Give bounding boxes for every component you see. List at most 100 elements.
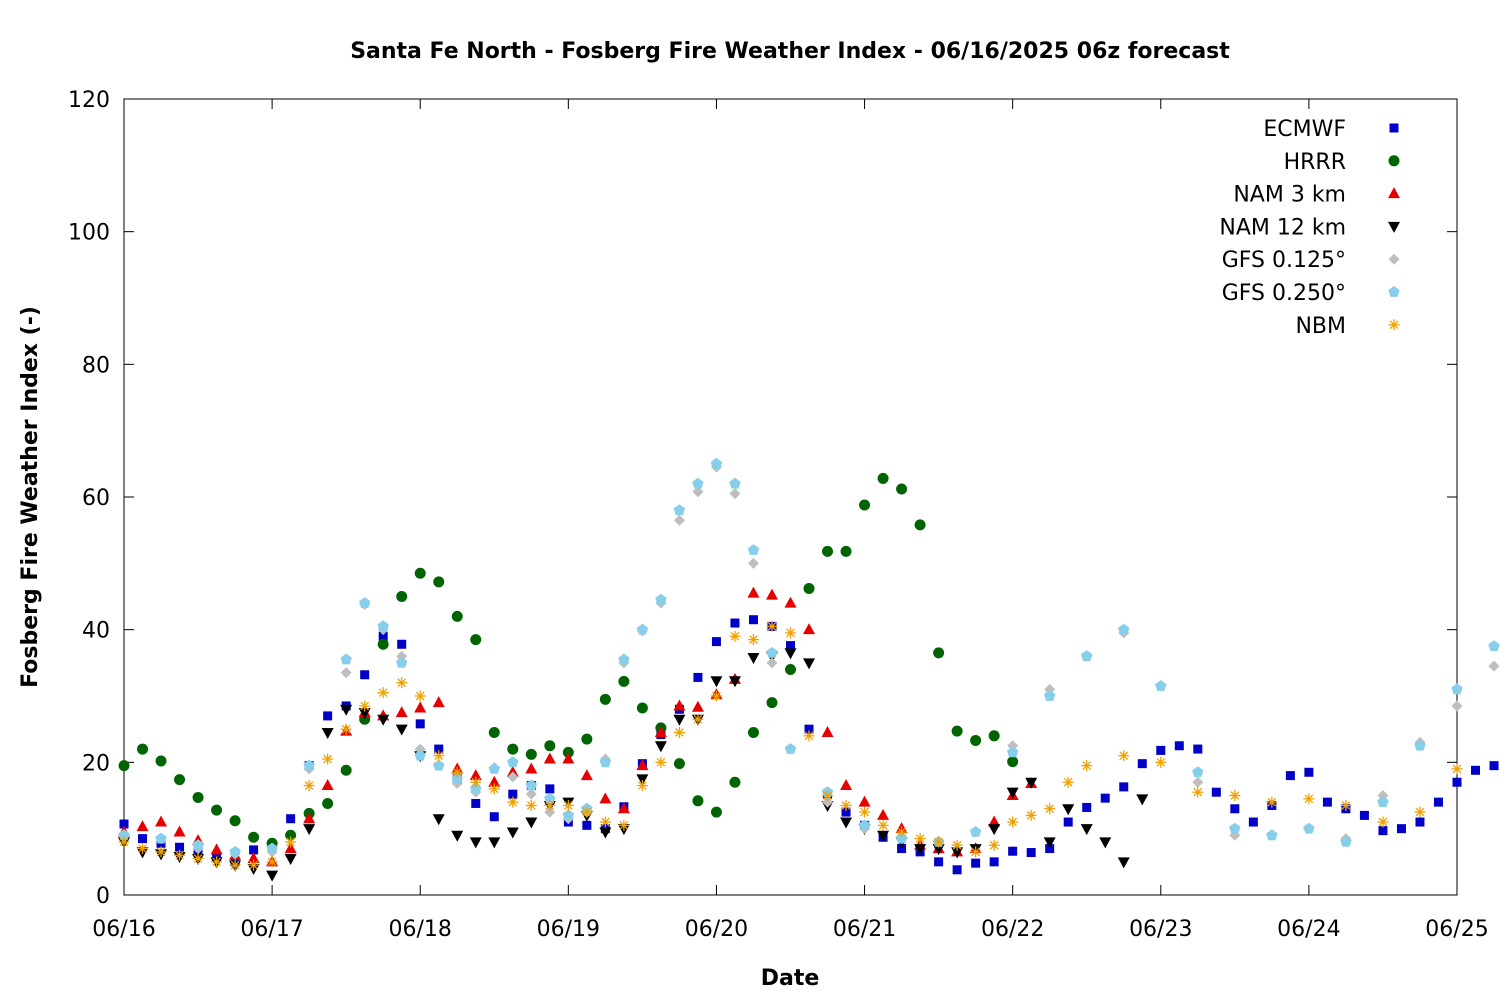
point-nam-12-km bbox=[525, 817, 538, 829]
point-ecmwf bbox=[508, 789, 518, 799]
point-gfs-0-125 bbox=[1192, 776, 1204, 788]
point-ecmwf bbox=[730, 618, 740, 628]
point-nam-12-km bbox=[599, 827, 612, 839]
point-nbm bbox=[433, 750, 445, 762]
point-gfs-0-250 bbox=[562, 809, 574, 821]
point-nbm bbox=[1155, 756, 1167, 768]
point-hrrr bbox=[451, 610, 463, 622]
x-tick-label: 06/23 bbox=[1129, 917, 1192, 942]
point-nam-12-km bbox=[710, 676, 723, 688]
point-ecmwf bbox=[175, 842, 185, 852]
point-nbm bbox=[525, 799, 537, 811]
point-nam-3-km bbox=[803, 623, 816, 635]
point-hrrr bbox=[507, 743, 519, 755]
series-nbm bbox=[118, 620, 1463, 871]
point-hrrr bbox=[914, 519, 926, 531]
point-nbm bbox=[914, 833, 926, 845]
legend-item-gfs-0-125: GFS 0.125° bbox=[1222, 248, 1400, 273]
point-gfs-0-125 bbox=[729, 488, 741, 500]
point-gfs-0-250 bbox=[784, 743, 797, 754]
point-nam-3-km bbox=[155, 815, 168, 827]
point-gfs-0-125 bbox=[507, 771, 519, 783]
point-gfs-0-250 bbox=[618, 653, 630, 665]
point-nam-12-km bbox=[636, 774, 649, 786]
point-nam-3-km bbox=[784, 596, 797, 608]
point-ecmwf bbox=[841, 807, 851, 817]
y-tick-label: 100 bbox=[68, 221, 110, 246]
point-hrrr bbox=[581, 733, 593, 745]
point-nam-12-km bbox=[654, 741, 667, 753]
point-hrrr bbox=[673, 758, 685, 770]
point-hrrr bbox=[840, 545, 852, 557]
point-nam-3-km bbox=[506, 765, 519, 777]
point-gfs-0-250 bbox=[507, 756, 519, 768]
legend-item-gfs-0-250: GFS 0.250° bbox=[1222, 281, 1400, 306]
point-hrrr bbox=[896, 483, 908, 495]
point-nbm bbox=[322, 753, 334, 765]
point-nbm bbox=[599, 816, 611, 828]
y-tick-label: 60 bbox=[82, 486, 110, 511]
y-axis-title: Fosberg Fire Weather Index (-) bbox=[18, 306, 43, 688]
x-axis-title: Date bbox=[761, 966, 820, 991]
point-ecmwf bbox=[1082, 802, 1092, 812]
point-hrrr bbox=[822, 545, 834, 557]
point-ecmwf bbox=[711, 637, 721, 647]
point-nam-3-km bbox=[488, 775, 501, 787]
point-nam-3-km bbox=[173, 825, 186, 837]
point-hrrr bbox=[396, 591, 408, 602]
point-hrrr bbox=[525, 748, 537, 760]
point-nam-12-km bbox=[358, 708, 371, 720]
point-gfs-0-250 bbox=[1303, 822, 1315, 834]
point-hrrr bbox=[285, 829, 297, 841]
point-ecmwf bbox=[1063, 817, 1073, 827]
point-hrrr bbox=[322, 797, 334, 809]
point-nam-12-km bbox=[988, 824, 1001, 836]
point-hrrr bbox=[562, 746, 574, 758]
point-nbm bbox=[636, 780, 648, 792]
point-hrrr bbox=[192, 791, 204, 803]
point-nam-12-km bbox=[488, 837, 501, 849]
point-nam-3-km bbox=[580, 769, 593, 781]
point-nbm bbox=[988, 839, 1000, 851]
point-nam-3-km bbox=[414, 701, 427, 713]
point-ecmwf bbox=[138, 834, 148, 844]
point-gfs-0-250 bbox=[192, 839, 204, 851]
point-gfs-0-250 bbox=[229, 845, 241, 857]
point-gfs-0-250 bbox=[858, 819, 871, 831]
point-ecmwf bbox=[748, 615, 758, 625]
point-ecmwf bbox=[471, 798, 481, 808]
point-nam-12-km bbox=[469, 837, 482, 849]
point-nbm bbox=[118, 836, 130, 848]
point-nbm bbox=[581, 806, 593, 818]
point-gfs-0-125 bbox=[1451, 700, 1463, 712]
x-tick-label: 06/20 bbox=[685, 917, 748, 942]
x-tick-label: 06/19 bbox=[537, 917, 600, 942]
point-nbm bbox=[229, 859, 241, 871]
legend-marker bbox=[1388, 319, 1400, 331]
point-nbm bbox=[1007, 816, 1019, 828]
point-ecmwf bbox=[286, 814, 296, 824]
point-gfs-0-250 bbox=[1155, 680, 1167, 691]
point-gfs-0-250 bbox=[1488, 640, 1500, 652]
point-ecmwf bbox=[1452, 777, 1462, 787]
point-gfs-0-250 bbox=[1414, 739, 1426, 751]
x-tick-label: 06/16 bbox=[92, 917, 155, 942]
series-hrrr bbox=[118, 472, 1019, 849]
point-nam-12-km bbox=[877, 830, 890, 842]
point-nbm bbox=[470, 776, 482, 788]
point-nbm bbox=[1118, 750, 1130, 762]
point-gfs-0-125 bbox=[525, 788, 537, 800]
point-nbm bbox=[303, 780, 315, 792]
point-hrrr bbox=[118, 760, 130, 772]
point-gfs-0-125 bbox=[692, 486, 704, 498]
point-hrrr bbox=[785, 663, 796, 675]
point-nbm bbox=[414, 690, 426, 702]
point-nam-12-km bbox=[506, 827, 519, 839]
point-nam-12-km bbox=[266, 870, 279, 882]
point-ecmwf bbox=[1433, 797, 1443, 807]
point-nam-12-km bbox=[784, 648, 797, 660]
point-gfs-0-250 bbox=[414, 749, 426, 761]
point-nam-3-km bbox=[877, 808, 890, 820]
legend-label: NBM bbox=[1295, 314, 1346, 339]
